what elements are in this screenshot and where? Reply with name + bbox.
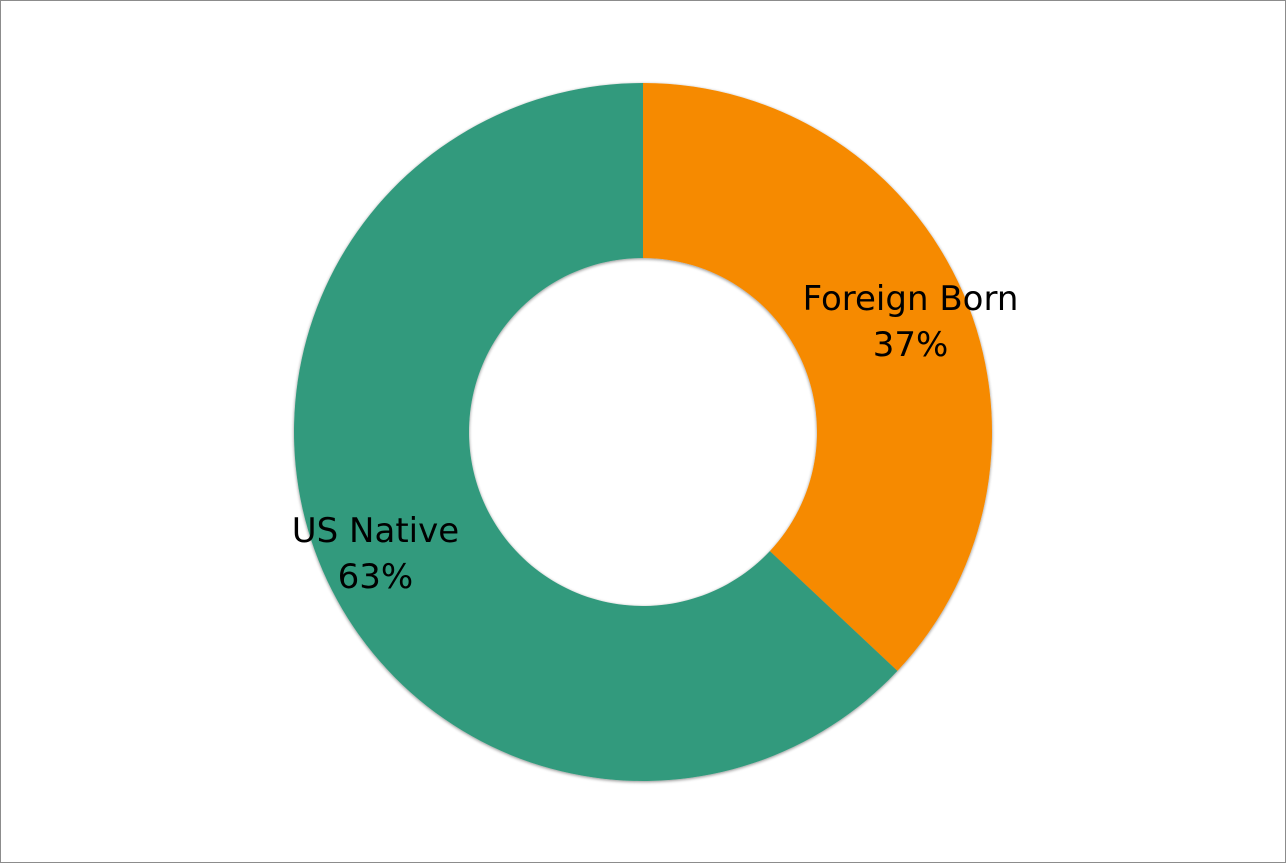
data-label-value: 37%: [873, 325, 949, 365]
data-label-name: US Native: [292, 511, 459, 551]
data-label-us-native: US Native 63%: [292, 511, 459, 597]
data-label-name: Foreign Born: [803, 279, 1019, 319]
data-labels: Foreign Born 37% US Native 63%: [292, 279, 1019, 597]
data-label-foreign-born: Foreign Born 37%: [803, 279, 1019, 365]
donut-slices: [294, 83, 993, 781]
slice-us-native: [294, 83, 898, 781]
data-label-value: 63%: [338, 557, 414, 597]
slice-foreign-born: [643, 83, 993, 671]
